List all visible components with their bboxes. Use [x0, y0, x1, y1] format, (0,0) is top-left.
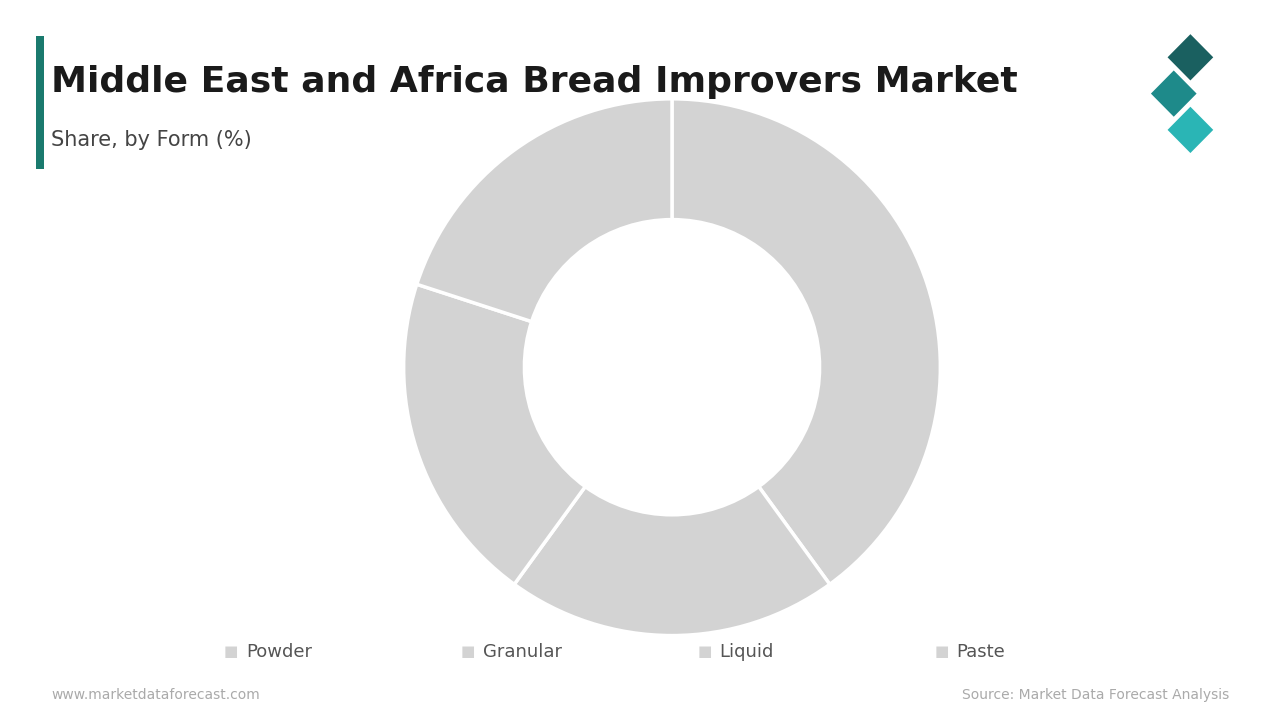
Polygon shape [1166, 105, 1215, 155]
Text: ■: ■ [934, 644, 948, 659]
Text: Share, by Form (%): Share, by Form (%) [51, 130, 252, 150]
Polygon shape [1149, 69, 1198, 118]
Text: Paste: Paste [956, 642, 1005, 661]
Text: Powder: Powder [246, 642, 312, 661]
Text: Source: Market Data Forecast Analysis: Source: Market Data Forecast Analysis [961, 688, 1229, 702]
Text: ■: ■ [461, 644, 475, 659]
Wedge shape [417, 99, 672, 322]
Text: Middle East and Africa Bread Improvers Market: Middle East and Africa Bread Improvers M… [51, 65, 1018, 99]
Wedge shape [515, 487, 829, 636]
Text: Liquid: Liquid [719, 642, 773, 661]
Polygon shape [1166, 32, 1215, 82]
FancyBboxPatch shape [36, 36, 44, 169]
Text: ■: ■ [698, 644, 712, 659]
Text: ■: ■ [224, 644, 238, 659]
Wedge shape [403, 284, 585, 585]
Wedge shape [672, 99, 941, 585]
Text: www.marketdataforecast.com: www.marketdataforecast.com [51, 688, 260, 702]
Text: Granular: Granular [483, 642, 562, 661]
